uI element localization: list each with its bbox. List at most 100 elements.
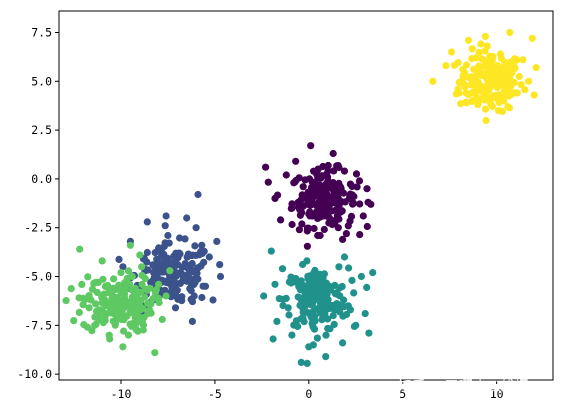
data-point xyxy=(148,277,156,285)
data-point xyxy=(264,178,272,186)
data-point xyxy=(509,62,518,70)
data-point xyxy=(271,194,279,202)
data-point xyxy=(301,176,309,184)
data-point xyxy=(293,322,301,330)
data-point xyxy=(117,269,125,277)
data-point xyxy=(188,298,197,306)
data-point xyxy=(319,308,327,317)
data-point xyxy=(325,214,334,222)
data-point xyxy=(273,317,281,325)
data-point xyxy=(481,32,489,41)
data-point xyxy=(216,261,224,269)
data-point xyxy=(194,275,202,283)
data-point xyxy=(166,267,174,275)
data-point xyxy=(352,321,360,329)
data-point xyxy=(314,174,322,182)
data-point xyxy=(128,322,136,330)
data-point xyxy=(84,273,92,281)
y-tick-label: 5.0 xyxy=(31,74,52,88)
data-point xyxy=(147,300,155,308)
data-point xyxy=(517,81,525,89)
data-point xyxy=(494,107,503,115)
data-point xyxy=(322,353,330,361)
y-tick-label: 7.5 xyxy=(31,25,52,39)
data-point xyxy=(75,294,83,302)
data-point xyxy=(164,231,172,240)
data-point xyxy=(155,261,163,269)
data-point xyxy=(506,74,514,82)
data-point xyxy=(190,292,198,300)
data-point xyxy=(138,263,146,271)
data-point xyxy=(284,304,292,312)
data-point xyxy=(475,62,483,70)
data-point xyxy=(101,296,109,304)
data-point xyxy=(335,163,343,172)
data-point xyxy=(128,272,136,281)
data-point xyxy=(181,235,189,243)
data-point xyxy=(288,331,296,339)
data-point xyxy=(87,296,95,304)
data-point xyxy=(277,216,285,224)
data-point xyxy=(151,349,159,357)
x-axis: -10 -5 0 5 10 xyxy=(111,380,504,401)
data-point xyxy=(187,287,195,295)
data-point xyxy=(477,40,485,48)
data-point xyxy=(339,235,347,243)
data-point xyxy=(442,62,450,70)
data-point xyxy=(134,315,142,324)
data-point xyxy=(478,55,486,63)
data-point xyxy=(324,324,332,333)
data-point xyxy=(345,264,353,272)
data-point xyxy=(297,284,306,293)
data-point xyxy=(494,91,502,99)
y-tick-label: -7.5 xyxy=(24,318,52,332)
data-point xyxy=(329,312,337,320)
data-point xyxy=(363,185,371,193)
data-point xyxy=(287,279,295,287)
data-point xyxy=(329,149,337,158)
data-point xyxy=(119,263,127,271)
data-point xyxy=(136,251,144,259)
x-tick-label: 5 xyxy=(399,387,406,401)
data-point xyxy=(101,282,109,290)
data-point xyxy=(359,212,367,220)
series-1 xyxy=(262,142,375,250)
data-point xyxy=(510,55,518,63)
data-point xyxy=(209,296,217,304)
data-point xyxy=(292,274,300,283)
data-point xyxy=(138,280,146,288)
data-point xyxy=(149,261,157,269)
y-tick-label: 2.5 xyxy=(31,123,52,137)
data-point xyxy=(502,83,510,91)
data-point xyxy=(478,71,486,79)
data-point xyxy=(513,89,521,97)
data-point xyxy=(465,73,473,81)
data-point xyxy=(143,286,151,294)
data-point xyxy=(318,283,326,291)
data-point xyxy=(269,335,277,343)
data-point xyxy=(350,289,358,297)
data-point xyxy=(525,77,533,85)
watermark-text: 知乎 @无啊应三线框 xyxy=(398,378,528,395)
data-point xyxy=(344,302,352,310)
data-point xyxy=(126,280,134,288)
data-point xyxy=(294,293,302,301)
data-point xyxy=(260,292,268,300)
data-point xyxy=(530,91,538,99)
data-point xyxy=(319,275,327,283)
y-axis: -10.0 -7.5 -5.0 -2.5 0.0 2.5 5.0 7.5 xyxy=(17,25,59,381)
data-point xyxy=(100,290,108,298)
data-point xyxy=(322,180,330,188)
data-point xyxy=(136,288,145,296)
data-point xyxy=(348,182,356,190)
data-point xyxy=(106,335,114,343)
data-point xyxy=(134,327,142,335)
data-point xyxy=(336,284,344,292)
data-point xyxy=(310,316,318,324)
data-point xyxy=(162,212,170,220)
data-point xyxy=(356,231,364,239)
x-tick-label: 10 xyxy=(490,387,504,401)
data-point xyxy=(297,358,305,366)
data-point xyxy=(348,276,356,284)
data-point xyxy=(126,302,134,310)
